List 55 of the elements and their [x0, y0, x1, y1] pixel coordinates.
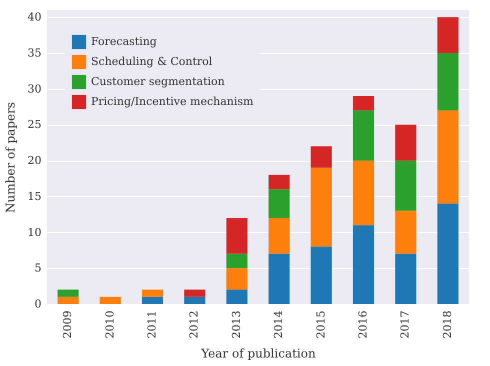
- x-tick-label: 2018: [440, 310, 454, 338]
- bar: [58, 290, 79, 297]
- bar: [184, 296, 206, 304]
- y-tick-label: 40: [28, 10, 42, 24]
- bar: [437, 53, 458, 110]
- x-tick-label: 2010: [103, 310, 116, 338]
- bar: [142, 290, 164, 297]
- x-tick-label: 2014: [272, 310, 286, 338]
- bar: [437, 204, 458, 304]
- bar: [395, 254, 416, 304]
- x-tick-label: 2015: [314, 310, 328, 338]
- y-tick-label: 20: [28, 154, 42, 168]
- bar: [437, 17, 458, 54]
- y-tick-label: 30: [28, 82, 42, 96]
- legend-label: Forecasting: [91, 35, 157, 48]
- y-tick-label: 5: [34, 262, 42, 275]
- y-axis-title: Number of papers: [4, 102, 18, 213]
- y-tick-label: 15: [28, 190, 42, 203]
- bar: [100, 296, 121, 304]
- bar: [310, 246, 332, 304]
- x-tick-label: 2016: [356, 310, 370, 338]
- bar: [310, 146, 332, 168]
- bar: [352, 96, 374, 110]
- y-tick-label: 25: [28, 118, 42, 132]
- x-axis-title: Year of publication: [200, 346, 316, 360]
- bar: [395, 210, 416, 254]
- y-tick-label: 10: [28, 226, 42, 239]
- bar: [226, 254, 248, 268]
- legend-label: Customer segmentation: [91, 75, 225, 88]
- bar: [226, 268, 248, 290]
- bar: [268, 218, 290, 254]
- bar: [437, 110, 458, 204]
- legend-label: Pricing/Incentive mechanism: [91, 95, 254, 108]
- y-tick-label: 35: [28, 46, 42, 60]
- bar: [184, 290, 206, 297]
- x-tick-label: 2013: [230, 310, 243, 338]
- bar: [352, 110, 374, 161]
- bar: [268, 189, 290, 218]
- bar: [268, 174, 290, 190]
- x-tick-label: 2012: [188, 310, 201, 338]
- bar: [58, 296, 79, 304]
- bar: [142, 296, 164, 304]
- legend-label: Scheduling & Control: [91, 55, 213, 68]
- x-tick-label: 2017: [398, 310, 412, 338]
- y-tick-label: 0: [34, 298, 42, 310]
- bar: [310, 168, 332, 247]
- bar: [268, 254, 290, 304]
- bar: [226, 218, 248, 254]
- x-tick-label: 2009: [61, 310, 74, 338]
- bar: [352, 225, 374, 304]
- bar: [395, 160, 416, 211]
- bar: [352, 160, 374, 226]
- x-tick-label: 2011: [146, 310, 158, 338]
- bar: [226, 290, 248, 304]
- bar: [395, 124, 416, 161]
